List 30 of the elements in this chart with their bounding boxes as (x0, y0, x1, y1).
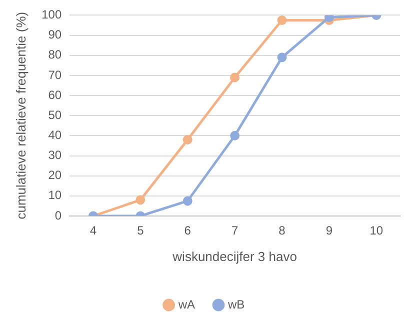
x-tick-label: 4 (90, 224, 97, 238)
x-tick-label: 7 (231, 224, 238, 238)
point (230, 72, 240, 82)
point (277, 52, 287, 62)
y-tick-label: 20 (48, 168, 62, 182)
y-tick-label: 10 (48, 188, 62, 202)
point (277, 15, 287, 25)
y-tick-label: 70 (48, 68, 62, 82)
y-tick-label: 30 (48, 148, 62, 162)
y-tick-label: 0 (54, 208, 62, 222)
point (136, 195, 146, 205)
x-tick-label: 6 (184, 224, 192, 238)
y-tick-label: 80 (48, 48, 62, 62)
legend-label: wB (227, 297, 245, 312)
y-tick-label: 100 (42, 8, 62, 22)
x-tick-label: 10 (370, 224, 384, 238)
y-tick-label: 40 (48, 128, 62, 142)
y-axis-title: cumulatieve relatieve frequentie (%) (13, 12, 28, 220)
point (230, 130, 240, 140)
x-tick-label: 8 (278, 224, 286, 238)
point (182, 196, 192, 206)
x-tick-label: 9 (326, 224, 333, 238)
y-tick-label: 90 (48, 28, 62, 42)
legend-label: wA (177, 297, 195, 312)
x-tick-label: 5 (137, 224, 144, 238)
y-tick-label: 60 (48, 88, 62, 102)
y-tick-label: 50 (48, 108, 62, 122)
x-axis-title: wiskundecijfer 3 havo (172, 248, 297, 264)
point (182, 134, 192, 144)
point (324, 15, 334, 22)
